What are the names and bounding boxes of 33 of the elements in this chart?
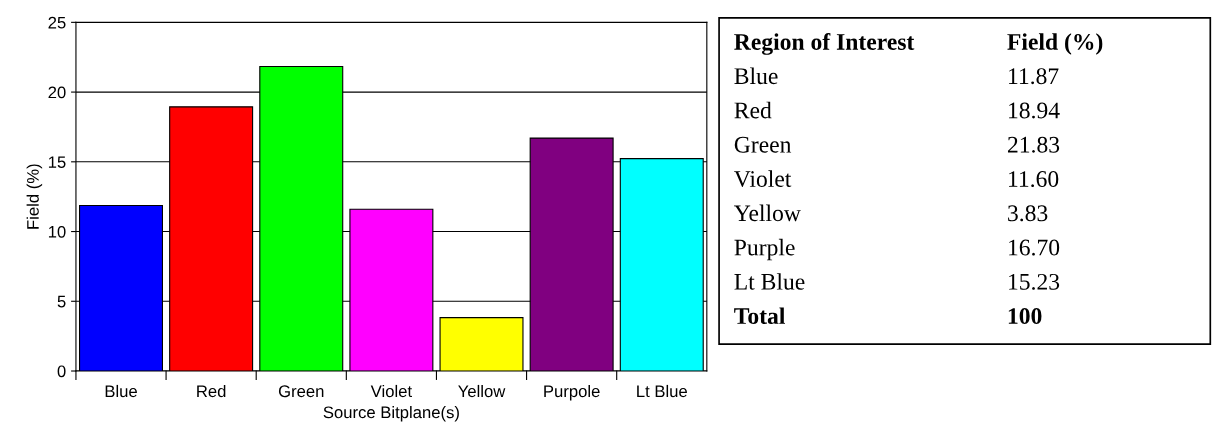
x-tick-label: Lt Blue xyxy=(637,384,687,398)
y-axis-title: Field (%) xyxy=(26,164,43,229)
y-tick-label: 0 xyxy=(57,365,66,378)
x-axis-title: Source Bitplane(s) xyxy=(323,405,459,422)
text: 16.70 xyxy=(1009,239,1060,256)
x-tick-label: Green xyxy=(278,385,324,398)
text: 18.94 xyxy=(1009,102,1060,119)
y-tick-label: 25 xyxy=(48,16,66,29)
text: Region of Interest xyxy=(734,33,915,55)
text: Red xyxy=(734,101,772,119)
y-tick-label: 15 xyxy=(48,156,66,169)
text: Blue xyxy=(734,67,778,85)
text: Violet xyxy=(734,170,792,188)
text: 3.83 xyxy=(1008,205,1048,222)
x-tick-label: Yellow xyxy=(458,384,506,398)
text: Total xyxy=(734,307,785,325)
text: 15.23 xyxy=(1009,273,1060,290)
text: Purple xyxy=(734,238,795,261)
y-tick-label: 10 xyxy=(48,225,66,238)
text: Lt Blue xyxy=(734,273,805,290)
text: Field (%) xyxy=(1007,33,1103,55)
x-tick-label: Red xyxy=(197,384,226,398)
text: Yellow xyxy=(734,204,801,222)
text: 11.60 xyxy=(1009,171,1059,188)
x-tick-label: Violet xyxy=(370,384,412,398)
y-tick-label: 5 xyxy=(57,295,66,308)
text: 11.87 xyxy=(1009,68,1059,85)
x-tick-label: Purpole xyxy=(544,384,600,401)
text: 100 xyxy=(1008,308,1042,325)
x-tick-label: Blue xyxy=(105,384,137,398)
text: 21.83 xyxy=(1007,136,1060,153)
text: Green xyxy=(734,136,792,153)
y-tick-label: 20 xyxy=(48,86,66,99)
